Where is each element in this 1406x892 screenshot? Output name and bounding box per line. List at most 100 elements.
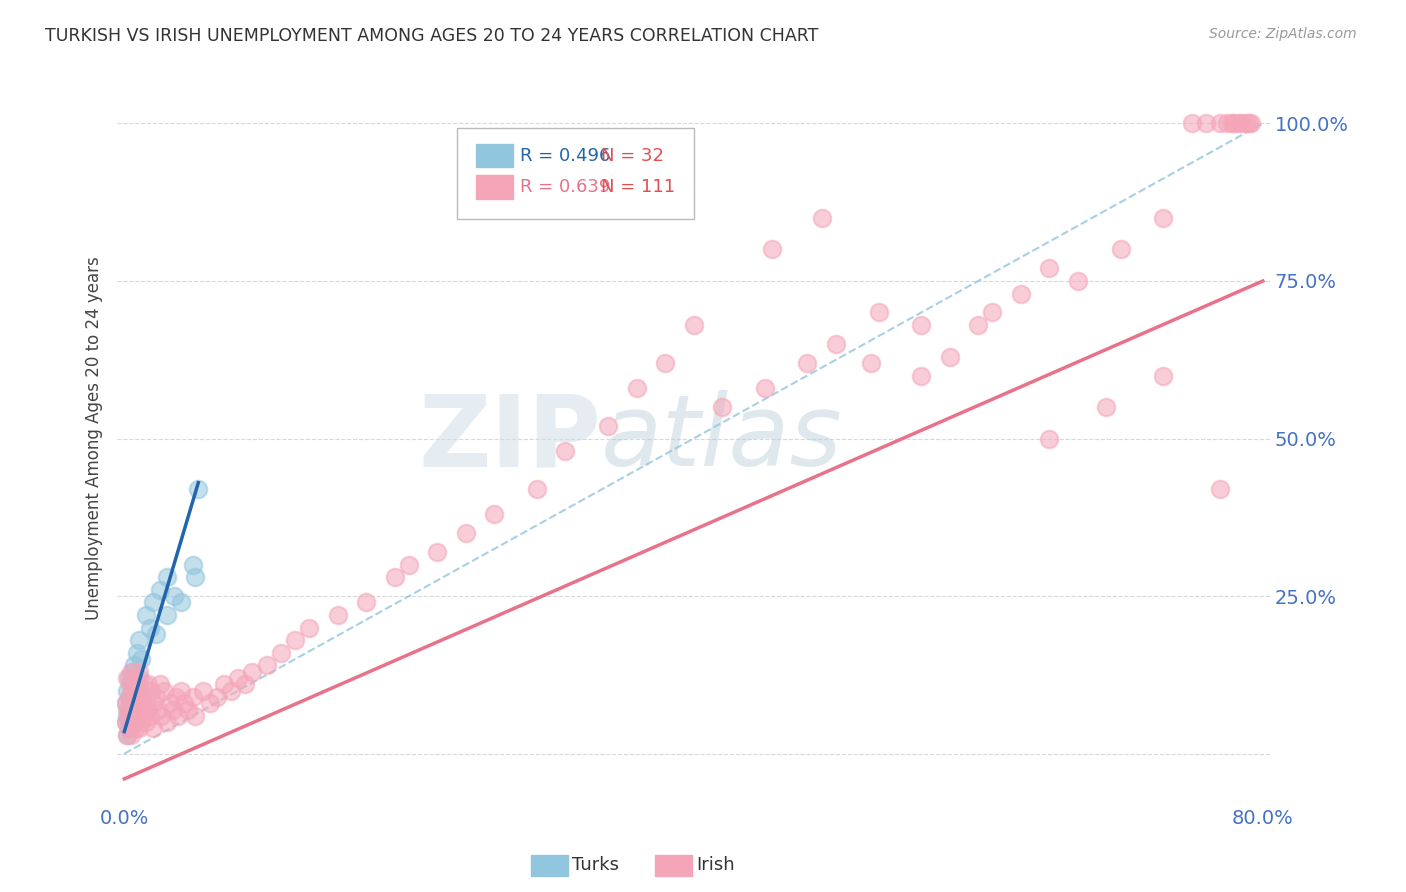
Point [159,696,181,710]
Point [1216,116,1239,130]
Point [1209,482,1232,496]
Point [129,709,152,723]
Point [150,709,173,723]
Point [128,722,150,736]
Point [127,709,149,723]
Point [127,677,149,691]
Text: Irish: Irish [696,856,734,874]
Point [120,696,142,710]
Point [598,418,620,433]
Point [1234,116,1257,130]
Text: TURKISH VS IRISH UNEMPLOYMENT AMONG AGES 20 TO 24 YEARS CORRELATION CHART: TURKISH VS IRISH UNEMPLOYMENT AMONG AGES… [45,27,818,45]
Point [967,318,990,332]
Point [115,728,138,742]
Point [153,683,176,698]
FancyBboxPatch shape [457,128,693,219]
Text: Turks: Turks [572,856,619,874]
Point [115,709,138,723]
Point [163,589,186,603]
Point [122,671,145,685]
Point [233,677,256,691]
Point [187,482,209,496]
Point [120,696,142,710]
Point [117,709,139,723]
Point [173,696,195,710]
Point [128,696,150,710]
Point [156,715,179,730]
Point [117,690,139,704]
Point [1109,243,1132,257]
Point [142,595,165,609]
Point [141,683,163,698]
Point [219,683,242,698]
Point [1038,432,1060,446]
Point [198,696,221,710]
Point [1152,211,1174,225]
Point [181,690,204,704]
Point [1010,286,1032,301]
Point [156,570,179,584]
Point [120,665,142,679]
Point [145,690,167,704]
Point [1209,116,1232,130]
Text: Source: ZipAtlas.com: Source: ZipAtlas.com [1209,27,1357,41]
Point [1230,116,1253,130]
Point [981,305,1004,319]
Point [167,709,190,723]
Point [128,633,150,648]
Point [120,728,142,742]
Point [170,683,193,698]
Point [1095,400,1118,414]
Point [754,381,776,395]
Point [115,683,138,698]
Point [454,526,477,541]
Point [114,696,136,710]
Point [1227,116,1250,130]
Point [938,350,960,364]
Point [122,658,145,673]
Point [115,702,138,716]
Point [129,683,152,698]
Point [626,381,648,395]
Point [384,570,406,584]
Point [184,570,207,584]
Point [145,627,167,641]
Point [181,558,204,572]
Point [117,722,139,736]
Point [212,677,235,691]
Point [162,702,184,716]
Point [860,356,883,370]
Point [118,715,141,730]
Point [135,715,157,730]
Point [115,671,138,685]
Point [654,356,676,370]
Point [122,715,145,730]
Point [142,696,165,710]
Text: ZIP: ZIP [419,390,602,487]
Point [170,595,193,609]
Point [868,305,890,319]
Point [120,677,142,691]
Point [125,683,148,698]
Point [135,607,157,622]
Point [117,702,139,716]
Point [256,658,278,673]
Point [134,677,156,691]
Point [184,709,207,723]
Point [114,715,136,730]
Text: atlas: atlas [602,390,844,487]
Point [205,690,228,704]
FancyBboxPatch shape [475,176,513,199]
Point [118,709,141,723]
FancyBboxPatch shape [475,144,513,168]
Point [810,211,832,225]
Point [191,683,214,698]
Text: R = 0.496: R = 0.496 [519,146,610,165]
Point [1067,274,1090,288]
Point [128,665,150,679]
Point [148,702,170,716]
Point [426,545,449,559]
Text: N = 111: N = 111 [602,178,675,196]
Point [118,690,141,704]
Point [1038,261,1060,276]
